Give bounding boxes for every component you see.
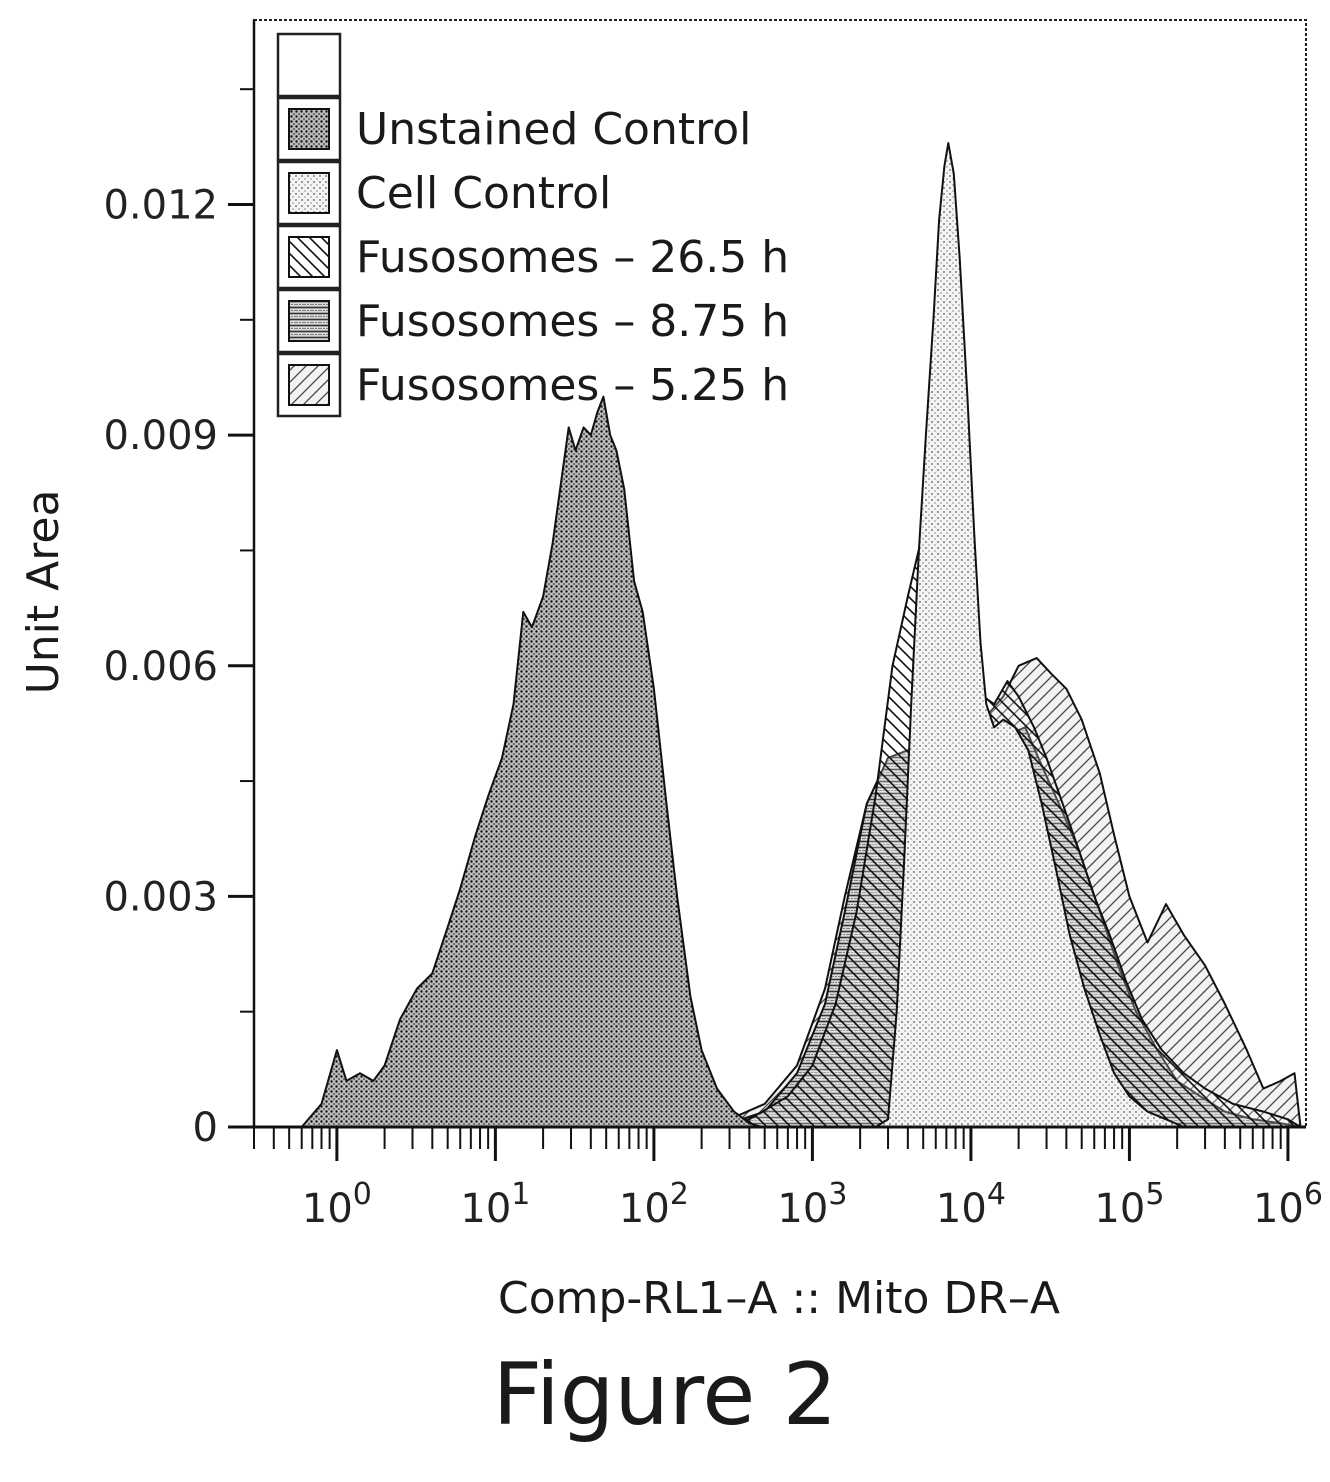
legend-label: Fusosomes – 26.5 h bbox=[356, 232, 789, 283]
x-tick-label: 102 bbox=[619, 1177, 689, 1232]
x-tick-label: 101 bbox=[460, 1177, 530, 1232]
y-tick-label: 0.009 bbox=[103, 413, 218, 459]
x-tick-label: 104 bbox=[936, 1177, 1006, 1232]
x-tick-label: 103 bbox=[777, 1177, 847, 1232]
y-axis-title: Unit Area bbox=[18, 490, 69, 695]
legend-swatch bbox=[288, 108, 330, 150]
axis-layer: 100 101 102 103 104 105 106 0 0.003 0.006 0.009 0.0… bbox=[103, 20, 1323, 1232]
legend-label: Cell Control bbox=[356, 168, 611, 219]
legend-label: Fusosomes – 5.25 h bbox=[356, 360, 789, 411]
legend-header-swatch bbox=[276, 32, 342, 98]
legend-swatch bbox=[288, 236, 330, 278]
legend-swatch bbox=[288, 364, 330, 406]
y-tick-label: 0.012 bbox=[103, 183, 218, 229]
y-tick-label: 0.006 bbox=[103, 644, 218, 690]
legend-swatch bbox=[288, 172, 330, 214]
figure-caption: Figure 2 bbox=[492, 1345, 838, 1445]
legend-swatch bbox=[288, 300, 330, 342]
legend-label: Unstained Control bbox=[356, 104, 751, 155]
series-area-4 bbox=[874, 142, 1185, 1128]
legend: Unstained Control Cell Control Fusosomes –… bbox=[276, 32, 789, 418]
series-layer bbox=[300, 142, 1302, 1128]
y-tick-label: 0.003 bbox=[103, 874, 218, 920]
x-tick-label: 100 bbox=[302, 1177, 372, 1232]
x-axis-title: Comp-RL1–A :: Mito DR–A bbox=[498, 1273, 1060, 1324]
x-tick-label: 105 bbox=[1094, 1177, 1164, 1232]
series-area-5 bbox=[300, 395, 763, 1128]
legend-label: Fusosomes – 8.75 h bbox=[356, 296, 789, 347]
y-tick-label: 0 bbox=[193, 1105, 218, 1151]
x-tick-label: 106 bbox=[1253, 1177, 1323, 1232]
